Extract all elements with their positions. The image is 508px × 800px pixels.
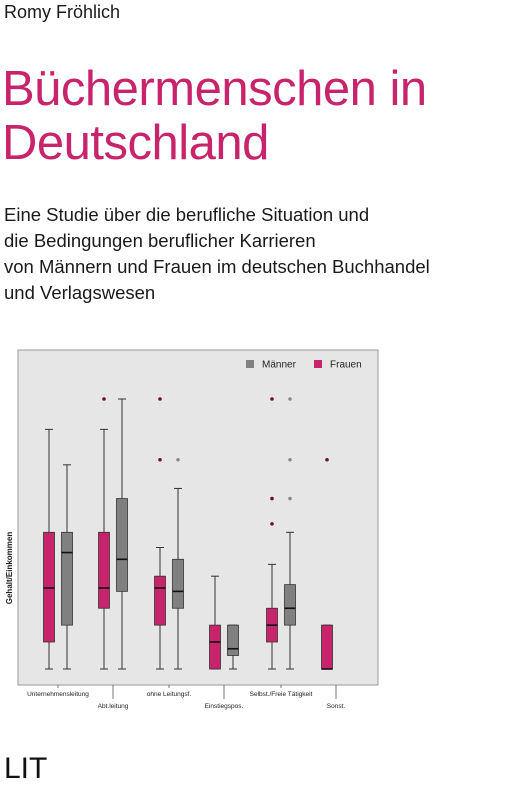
- legend-swatch-maenner: [246, 360, 254, 368]
- box-maenner-3: [172, 558, 184, 609]
- outlier-maenner-3-1: [176, 457, 180, 462]
- box-frauen-3: [154, 575, 166, 626]
- subtitle-line-2: die Bedingungen beruflicher Karrieren: [4, 230, 316, 251]
- publisher-name: LIT: [4, 752, 48, 785]
- outlier-maenner-5-1: [288, 496, 292, 501]
- outlier-frauen-5-1: [270, 522, 274, 526]
- outlier-frauen-3-1: [158, 457, 162, 462]
- x-tick-label-sonst: Sonst.: [327, 703, 346, 710]
- box-frauen-1: [43, 531, 55, 643]
- outlier-frauen-2-1: [102, 397, 106, 401]
- x-tick-label-einstiegspos: Einstiegspos.: [205, 703, 244, 710]
- box-maenner-5: [284, 584, 296, 626]
- legend-swatch-frauen: [314, 360, 322, 368]
- cover-boxplot-chart: Gehalt/Einkommen Männer Frauen Unternehm…: [0, 340, 400, 720]
- outlier-frauen-5-2: [270, 496, 274, 501]
- author-name: Romy Fröhlich: [4, 2, 121, 22]
- outlier-maenner-5-2: [288, 457, 292, 462]
- book-title-line-2: Deutschland: [2, 116, 269, 170]
- x-tick-label-abtleitung: Abt.leitung: [98, 703, 129, 710]
- y-axis-label: Gehalt/Einkommen: [5, 532, 14, 605]
- outlier-frauen-6-1: [325, 457, 329, 462]
- publisher-logo: LIT: [4, 752, 47, 786]
- legend-label-frauen: Frauen: [330, 360, 362, 371]
- box-maenner-2: [116, 498, 128, 592]
- box-layer: [43, 397, 333, 670]
- box-frauen-4: [209, 624, 221, 670]
- subtitle-line-1: Eine Studie über die berufliche Situatio…: [4, 204, 370, 225]
- book-subtitle: Eine Studie über die berufliche Situatio…: [4, 202, 504, 306]
- boxplot-svg: Gehalt/Einkommen Männer Frauen Unternehm…: [5, 349, 379, 710]
- box-maenner-4: [227, 624, 239, 656]
- outlier-maenner-5-3: [288, 397, 292, 401]
- box-maenner-1: [61, 531, 73, 626]
- subtitle-line-4: und Verlagswesen: [4, 282, 156, 303]
- book-title-line-1: Büchermenschen in: [2, 62, 427, 116]
- plot-background: [17, 349, 379, 686]
- box-frauen-6: [321, 624, 333, 670]
- subtitle-line-3: von Männern und Frauen im deutschen Buch…: [4, 256, 430, 277]
- x-tick-label-ohne-leitungsf: ohne Leitungsf.: [147, 691, 192, 698]
- box-frauen-2: [98, 531, 110, 609]
- outlier-frauen-5-3: [270, 397, 274, 401]
- x-tick-layer: [57, 685, 337, 699]
- legend-label-maenner: Männer: [262, 360, 297, 371]
- x-tick-label-unternehmensleitung: Unternehmensleitung: [27, 691, 89, 698]
- outlier-frauen-3-2: [158, 397, 162, 401]
- x-tick-label-selbst-freie-taetigkeit: Selbst./Freie Tätigkeit: [250, 691, 313, 698]
- book-title: Büchermenschen in Deutschland: [2, 62, 506, 170]
